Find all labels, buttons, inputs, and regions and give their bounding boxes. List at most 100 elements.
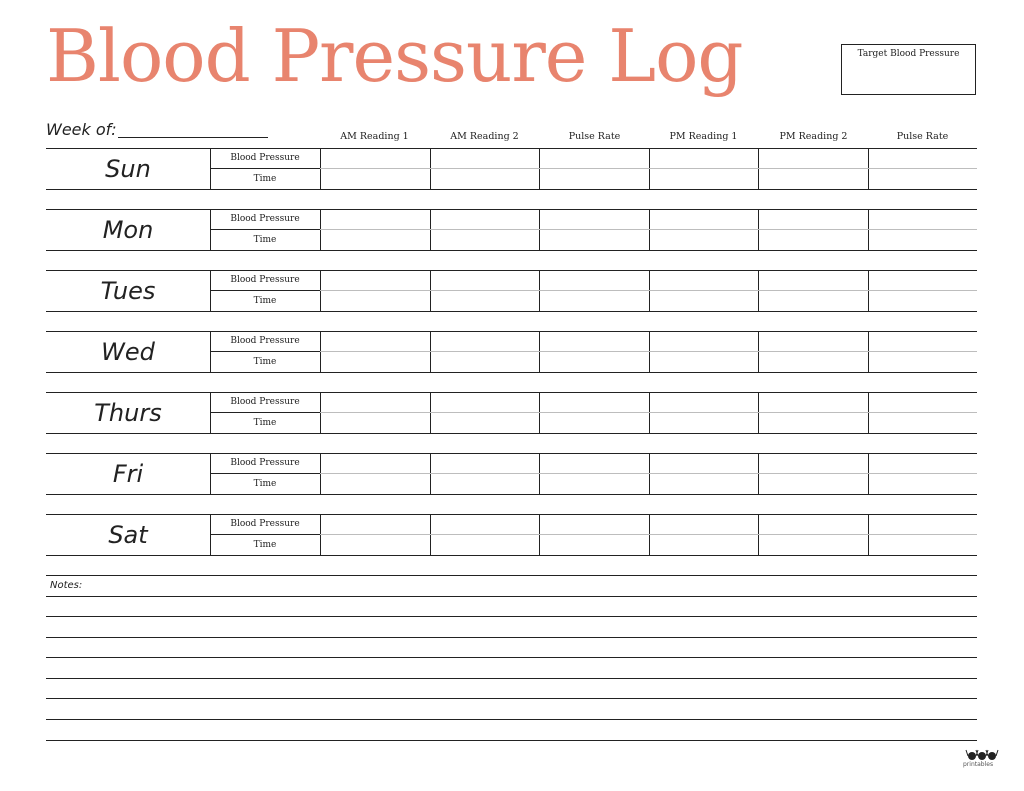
day-label: Fri bbox=[112, 460, 144, 488]
row-top-border bbox=[46, 270, 977, 271]
notes-line[interactable] bbox=[46, 740, 977, 741]
column-divider bbox=[758, 270, 759, 312]
row-top-border bbox=[46, 148, 977, 149]
blood-pressure-label: Blood Pressure bbox=[230, 519, 300, 529]
row-mid-divider bbox=[210, 412, 320, 413]
column-divider bbox=[539, 453, 540, 495]
time-label: Time bbox=[253, 540, 277, 550]
column-divider bbox=[210, 392, 211, 434]
column-divider bbox=[868, 209, 869, 251]
time-label: Time bbox=[253, 296, 277, 306]
day-label: Wed bbox=[101, 338, 155, 366]
day-label: Mon bbox=[102, 216, 154, 244]
day-row-sun: Sun Blood Pressure Time bbox=[46, 148, 977, 190]
row-mid-divider bbox=[210, 473, 320, 474]
column-divider bbox=[649, 514, 650, 556]
column-header-pulse-rate-am: Pulse Rate bbox=[568, 131, 621, 142]
row-mid-divider bbox=[210, 229, 320, 230]
row-bottom-border bbox=[46, 494, 977, 495]
row-top-border bbox=[46, 453, 977, 454]
column-header-pm-reading-1: PM Reading 1 bbox=[669, 131, 738, 142]
column-divider bbox=[430, 209, 431, 251]
blood-pressure-label: Blood Pressure bbox=[230, 275, 300, 285]
column-divider bbox=[868, 148, 869, 190]
column-divider bbox=[210, 514, 211, 556]
target-blood-pressure-box[interactable]: Target Blood Pressure bbox=[841, 44, 976, 95]
column-divider bbox=[320, 270, 321, 312]
blood-pressure-label: Blood Pressure bbox=[230, 336, 300, 346]
column-divider bbox=[430, 331, 431, 373]
column-divider bbox=[210, 148, 211, 190]
week-of-field[interactable] bbox=[118, 137, 268, 138]
column-divider bbox=[758, 148, 759, 190]
column-divider bbox=[539, 392, 540, 434]
row-bottom-border bbox=[46, 250, 977, 251]
column-header-pm-reading-2: PM Reading 2 bbox=[779, 131, 848, 142]
column-divider bbox=[320, 453, 321, 495]
column-divider bbox=[430, 453, 431, 495]
column-divider bbox=[539, 209, 540, 251]
notes-line[interactable] bbox=[46, 657, 977, 658]
column-divider bbox=[868, 331, 869, 373]
time-label: Time bbox=[253, 479, 277, 489]
day-row-sat: Sat Blood Pressure Time bbox=[46, 514, 977, 556]
row-top-border bbox=[46, 331, 977, 332]
column-divider bbox=[868, 453, 869, 495]
row-mid-guide bbox=[320, 412, 977, 413]
column-divider bbox=[210, 331, 211, 373]
column-divider bbox=[320, 148, 321, 190]
time-label: Time bbox=[253, 357, 277, 367]
row-mid-guide bbox=[320, 351, 977, 352]
column-divider bbox=[868, 270, 869, 312]
row-mid-divider bbox=[210, 168, 320, 169]
column-divider bbox=[320, 392, 321, 434]
column-divider bbox=[320, 514, 321, 556]
column-divider bbox=[430, 514, 431, 556]
day-row-fri: Fri Blood Pressure Time bbox=[46, 453, 977, 495]
column-divider bbox=[649, 453, 650, 495]
target-blood-pressure-label: Target Blood Pressure bbox=[857, 49, 960, 59]
day-row-wed: Wed Blood Pressure Time bbox=[46, 331, 977, 373]
row-top-border bbox=[46, 209, 977, 210]
column-divider bbox=[539, 148, 540, 190]
printables-logo-icon bbox=[965, 749, 999, 760]
week-of-label: Week of: bbox=[46, 120, 117, 139]
row-mid-guide bbox=[320, 290, 977, 291]
column-divider bbox=[758, 209, 759, 251]
column-divider bbox=[430, 392, 431, 434]
column-divider bbox=[649, 148, 650, 190]
column-divider bbox=[868, 514, 869, 556]
column-divider bbox=[430, 270, 431, 312]
column-divider bbox=[430, 148, 431, 190]
notes-line[interactable] bbox=[46, 616, 977, 617]
column-divider bbox=[758, 331, 759, 373]
row-mid-guide bbox=[320, 534, 977, 535]
day-label: Sat bbox=[108, 521, 148, 549]
column-divider bbox=[649, 270, 650, 312]
notes-line[interactable] bbox=[46, 637, 977, 638]
day-row-mon: Mon Blood Pressure Time bbox=[46, 209, 977, 251]
row-bottom-border bbox=[46, 433, 977, 434]
day-row-thurs: Thurs Blood Pressure Time bbox=[46, 392, 977, 434]
notes-line[interactable] bbox=[46, 719, 977, 720]
blood-pressure-label: Blood Pressure bbox=[230, 458, 300, 468]
notes-line[interactable] bbox=[46, 575, 977, 576]
column-divider bbox=[649, 331, 650, 373]
notes-line[interactable] bbox=[46, 678, 977, 679]
row-mid-guide bbox=[320, 473, 977, 474]
day-label: Tues bbox=[100, 277, 156, 305]
column-divider bbox=[210, 453, 211, 495]
logo-text: printables bbox=[963, 761, 994, 768]
column-divider bbox=[758, 392, 759, 434]
column-divider bbox=[210, 270, 211, 312]
notes-line[interactable] bbox=[46, 596, 977, 597]
time-label: Time bbox=[253, 418, 277, 428]
time-label: Time bbox=[253, 235, 277, 245]
column-divider bbox=[649, 392, 650, 434]
column-header-am-reading-1: AM Reading 1 bbox=[340, 131, 409, 142]
row-mid-divider bbox=[210, 351, 320, 352]
column-divider bbox=[320, 209, 321, 251]
notes-line[interactable] bbox=[46, 698, 977, 699]
row-mid-divider bbox=[210, 290, 320, 291]
column-divider bbox=[758, 514, 759, 556]
